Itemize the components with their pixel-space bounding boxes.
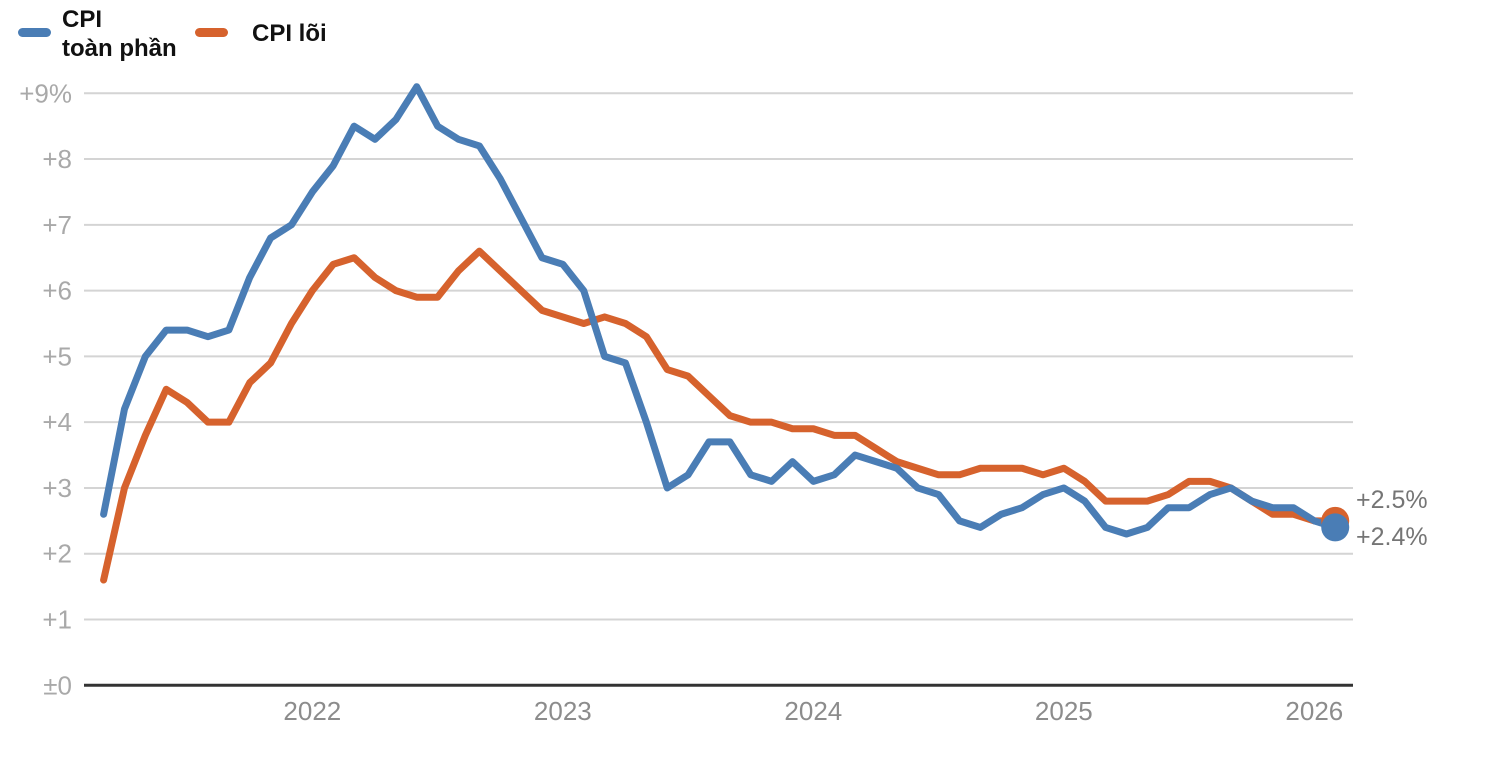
headline-line — [100, 83, 1339, 538]
x-tick-label: 2026 — [1285, 696, 1343, 726]
headline-series-swatch — [18, 28, 51, 37]
y-tick-label: +6 — [42, 276, 72, 306]
x-tick-label: 2022 — [283, 696, 341, 726]
y-tick-label: +8 — [42, 144, 72, 174]
legend-label-core: CPI lõi — [252, 19, 327, 48]
x-tick-label: 2025 — [1035, 696, 1093, 726]
y-tick-label: ±0 — [43, 670, 72, 700]
legend-label-headline-line1: CPI — [62, 6, 103, 33]
headline-end-dot — [1321, 513, 1350, 542]
x-tick-label: 2023 — [534, 696, 592, 726]
y-tick-label: +9% — [19, 78, 72, 108]
core-end-value-label: +2.5% — [1356, 486, 1428, 514]
legend-label-headline: CPI toàn phần — [62, 5, 177, 63]
x-tick-label: 2024 — [784, 696, 842, 726]
core-series-swatch — [195, 28, 228, 37]
chart-legend: CPI toàn phần CPI lõi — [0, 0, 1510, 80]
y-tick-label: +2 — [42, 539, 72, 569]
core-line — [100, 247, 1339, 584]
y-tick-label: +3 — [42, 473, 72, 503]
y-tick-label: +5 — [42, 341, 72, 371]
y-tick-label: +4 — [42, 407, 72, 437]
y-tick-label: +1 — [42, 605, 72, 635]
legend-label-headline-line2: toàn phần — [62, 35, 177, 62]
y-tick-label: +7 — [42, 210, 72, 240]
legend-label-core-line1: CPI lõi — [252, 20, 327, 47]
headline-end-value-label: +2.4% — [1356, 523, 1428, 551]
